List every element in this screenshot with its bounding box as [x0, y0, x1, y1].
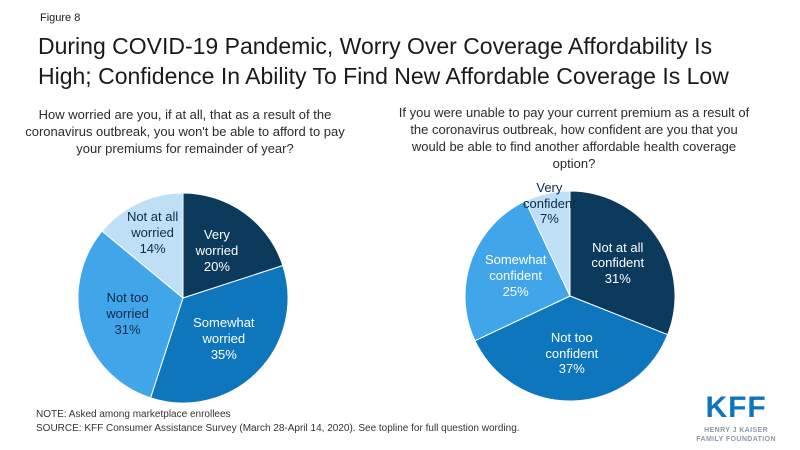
figure-title-line2: High; Confidence In Ability To Find New …: [38, 63, 729, 89]
kff-logo-subtitle-line1: HENRY J KAISER: [704, 426, 769, 434]
pie-slice-somewhat-confident: [464, 200, 571, 342]
worry-pie-chart: Very worried 20% Somewhat worried 35% Not to…: [73, 188, 293, 408]
pie-slice-very-worried: [182, 192, 284, 299]
source-line: SOURCE: KFF Consumer Assistance Survey (…: [36, 423, 520, 434]
right-chart-question: If you were unable to pay your current p…: [398, 105, 750, 172]
pie-slice-not-at-all-confident: [569, 190, 676, 336]
kff-logo-text: KFF: [705, 391, 767, 424]
figure-title-line1: During COVID-19 Pandemic, Worry Over Cov…: [38, 33, 713, 59]
pie-svg: [77, 192, 289, 404]
kff-logo-subtitle: HENRY J KAISER FAMILY FOUNDATION: [696, 426, 776, 444]
pie-slice-very-confident: [524, 190, 571, 297]
pie-slice-somewhat-worried: [149, 264, 289, 404]
note-line: NOTE: Asked among marketplace enrollees: [36, 409, 231, 420]
confidence-pie-chart: Not at all confident 31% Not too confident…: [460, 180, 680, 406]
figure-title: During COVID-19 Pandemic, Worry Over Cov…: [38, 31, 729, 91]
pie-slice-not-too-confident: [474, 295, 669, 402]
footnotes: NOTE: Asked among marketplace enrollees …: [36, 408, 520, 436]
pie-slice-not-at-all-worried: [101, 192, 184, 300]
kff-logo: KFF HENRY J KAISER FAMILY FOUNDATION: [696, 391, 776, 444]
left-chart-question: How worried are you, if at all, that as …: [25, 107, 345, 157]
kff-logo-subtitle-line2: FAMILY FOUNDATION: [696, 435, 776, 443]
pie-slice-not-too-worried: [77, 230, 184, 399]
figure-label: Figure 8: [40, 12, 81, 24]
pie-svg: [464, 190, 676, 402]
